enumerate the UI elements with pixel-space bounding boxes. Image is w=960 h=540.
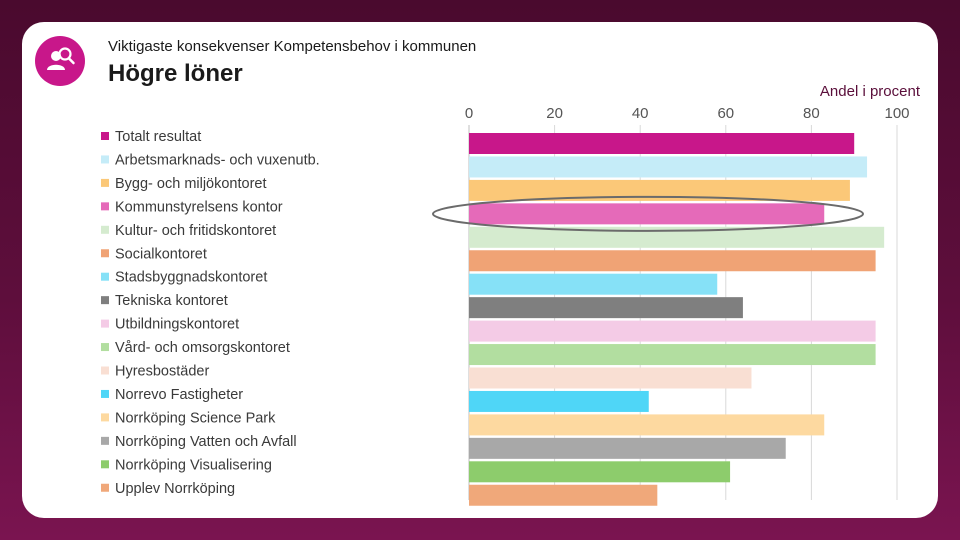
legend-label: Norrevo Fastigheter — [115, 387, 243, 403]
person-search-icon — [35, 36, 85, 86]
bar — [469, 250, 876, 272]
legend-label: Upplev Norrköping — [115, 481, 235, 497]
legend-swatch — [101, 483, 109, 492]
legend-swatch — [101, 178, 109, 187]
legend-swatch — [101, 319, 109, 328]
x-tick-label: 100 — [884, 105, 909, 122]
legend-label: Totalt resultat — [115, 129, 201, 145]
legend-label: Norrköping Visualisering — [115, 457, 272, 473]
legend-swatch — [101, 343, 109, 352]
bar — [469, 179, 850, 201]
legend: Totalt resultat Arbetsmarknads- och vuxen… — [101, 129, 320, 497]
legend-label: Bygg- och miljökontoret — [115, 176, 267, 192]
legend-label: Kultur- och fritidskontoret — [115, 223, 276, 239]
legend-label: Utbildningskontoret — [115, 317, 239, 333]
x-tick-label: 40 — [632, 105, 649, 122]
bar — [469, 273, 718, 295]
legend-swatch — [101, 460, 109, 469]
bar — [469, 390, 649, 412]
bars — [469, 133, 885, 506]
legend-label: Norrköping Science Park — [115, 410, 276, 426]
bar — [469, 156, 868, 178]
legend-label: Stadsbyggnadskontoret — [115, 270, 267, 286]
legend-label: Norrköping Vatten och Avfall — [115, 434, 297, 450]
x-tick-label: 20 — [546, 105, 563, 122]
x-tick-label: 80 — [803, 105, 820, 122]
legend-swatch — [101, 202, 109, 211]
legend-label: Kommunstyrelsens kontor — [115, 199, 283, 215]
bar — [469, 414, 825, 436]
legend-swatch — [101, 296, 109, 305]
legend-swatch — [101, 225, 109, 234]
x-tick-labels: 0 20 40 60 80 100 — [465, 105, 910, 122]
chart-subtitle: Viktigaste konsekvenser Kompetensbehov i… — [108, 38, 477, 55]
legend-swatch — [101, 132, 109, 140]
highlight-ellipse — [432, 195, 864, 232]
legend-label: Hyresbostäder — [115, 364, 209, 380]
bar — [469, 367, 752, 389]
legend-label: Socialkontoret — [115, 246, 207, 262]
bar — [469, 226, 885, 248]
legend-swatch — [101, 155, 109, 164]
bar — [469, 484, 658, 506]
legend-swatch — [101, 272, 109, 281]
legend-label: Vård- och omsorgskontoret — [115, 340, 290, 356]
legend-swatch — [101, 436, 109, 445]
bar — [469, 320, 876, 342]
legend-swatch — [101, 389, 109, 398]
chart-title: Högre löner — [108, 60, 243, 87]
bar — [469, 133, 855, 154]
bar — [469, 344, 876, 366]
legend-swatch — [101, 249, 109, 258]
bar — [469, 297, 743, 319]
annotations — [432, 195, 864, 232]
legend-label: Arbetsmarknads- och vuxenutb. — [115, 152, 320, 168]
bar — [469, 461, 731, 483]
x-tick-label: 0 — [465, 105, 473, 122]
bar — [469, 437, 786, 459]
x-tick-label: 60 — [717, 105, 734, 122]
bar — [469, 203, 825, 225]
axis-unit-label: Andel i procent — [819, 83, 920, 100]
legend-swatch — [101, 413, 109, 422]
legend-label: Tekniska kontoret — [115, 293, 228, 309]
legend-swatch — [101, 366, 109, 375]
